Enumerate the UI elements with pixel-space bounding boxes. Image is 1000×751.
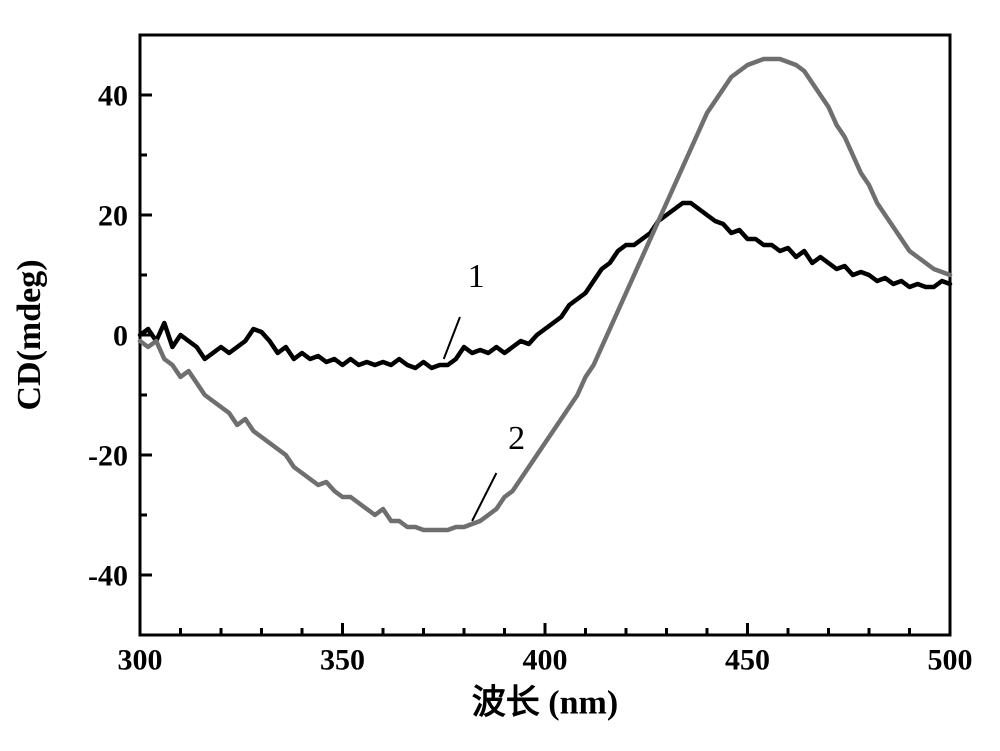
x-tick-label: 400	[523, 644, 568, 677]
series-label-1: 1	[468, 258, 485, 295]
x-tick-label: 450	[725, 644, 770, 677]
x-tick-label: 500	[928, 644, 973, 677]
y-tick-label: -40	[88, 560, 128, 593]
x-tick-label: 350	[320, 644, 365, 677]
x-tick-label: 300	[118, 644, 163, 677]
y-tick-label: 20	[98, 200, 128, 233]
y-axis-label: CD(mdeg)	[11, 259, 48, 410]
y-tick-label: -20	[88, 440, 128, 473]
cd-spectrum-figure: 300 350 400 450 500 -40 -20 0 20 40 1 2 波长 (nm) CD(md…	[0, 0, 1000, 751]
x-axis-label: 波长 (nm)	[472, 684, 618, 722]
chart-svg: 300 350 400 450 500 -40 -20 0 20 40 1 2 波长 (nm) CD(md…	[0, 0, 1000, 751]
y-tick-label: 40	[98, 80, 128, 113]
series-label-2: 2	[508, 420, 525, 457]
y-tick-label: 0	[113, 320, 128, 353]
